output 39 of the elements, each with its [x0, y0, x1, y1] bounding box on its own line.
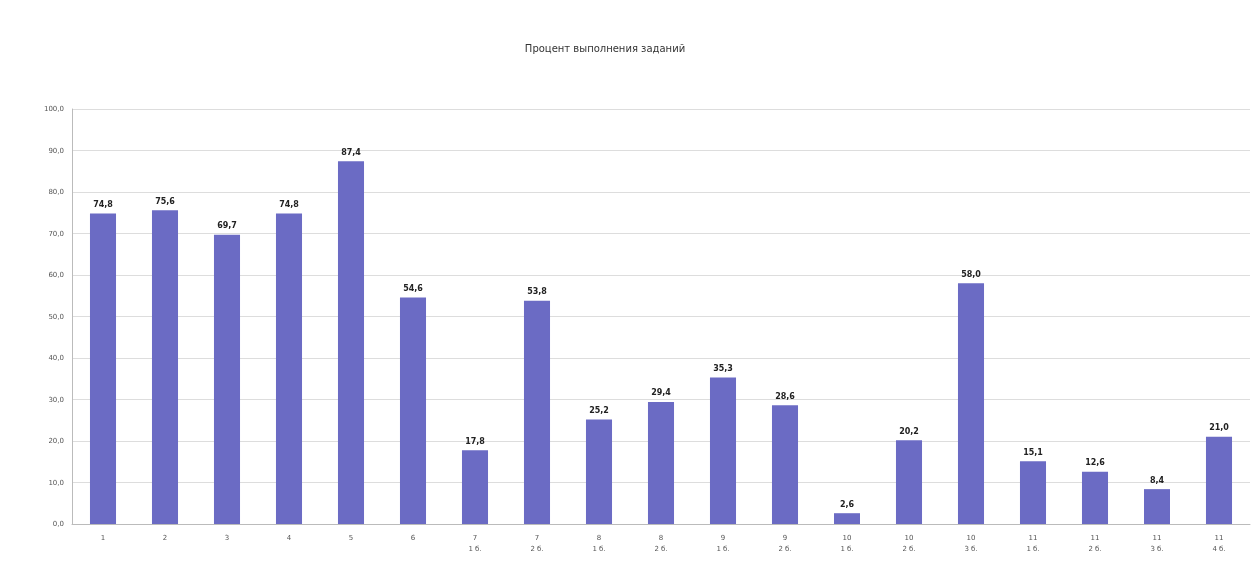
- data-label: 29,4: [651, 388, 672, 398]
- bar: [585, 419, 613, 524]
- data-label: 20,2: [899, 426, 919, 436]
- data-label: 53,8: [527, 287, 548, 297]
- bar: [771, 405, 799, 524]
- data-label: 75,6: [155, 196, 176, 206]
- data-label: 74,8: [93, 200, 114, 210]
- data-label: 58,0: [961, 269, 982, 279]
- bar: [275, 213, 303, 524]
- bar: [957, 283, 985, 524]
- data-label: 74,8: [279, 200, 300, 210]
- bar: [833, 513, 861, 524]
- data-label: 54,6: [403, 283, 424, 293]
- bar: [213, 234, 241, 524]
- bar: [399, 297, 427, 524]
- bar: [89, 213, 117, 524]
- data-label: 28,6: [775, 391, 796, 401]
- bar: [1205, 436, 1233, 524]
- data-label: 87,4: [341, 147, 362, 157]
- bar: [1143, 489, 1171, 524]
- bar: [337, 161, 365, 524]
- data-label: 12,6: [1085, 458, 1106, 468]
- bar: [1081, 471, 1109, 524]
- data-label: 8,4: [1149, 475, 1165, 485]
- bar: [523, 300, 551, 524]
- data-label: 15,1: [1023, 447, 1044, 457]
- bar: [461, 450, 489, 524]
- chart-title: Процент выполнения заданий: [524, 42, 686, 54]
- bar: [1019, 461, 1047, 524]
- data-label: 17,8: [465, 436, 486, 446]
- bar: [709, 377, 737, 524]
- bar: [895, 440, 923, 524]
- data-label: 2,6: [839, 499, 855, 509]
- data-label: 69,7: [217, 221, 237, 231]
- data-label: 35,3: [713, 364, 733, 374]
- data-label: 21,0: [1209, 423, 1230, 433]
- bar: [647, 401, 675, 524]
- data-label: 25,2: [589, 405, 609, 415]
- bar: [151, 210, 179, 524]
